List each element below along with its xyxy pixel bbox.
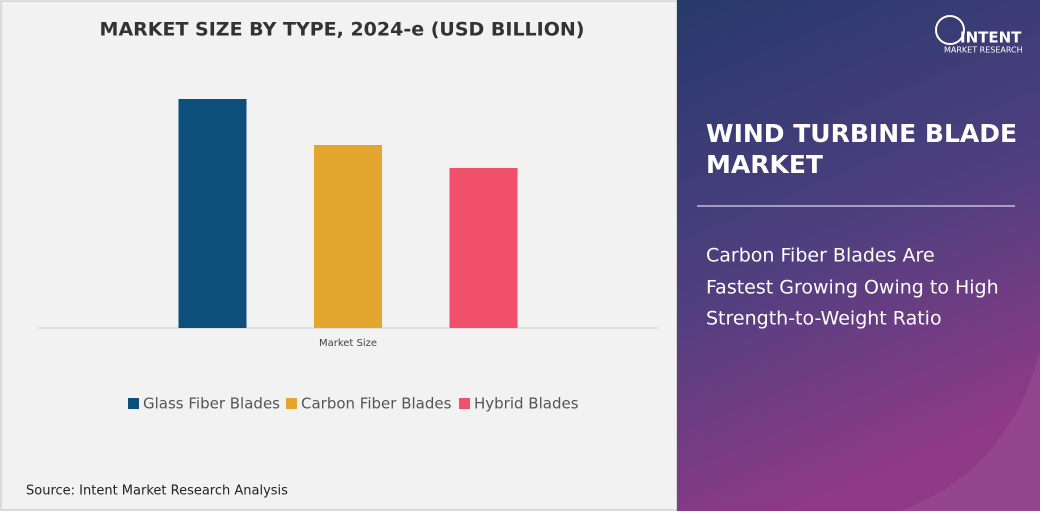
logo: INTENT [960, 29, 1022, 47]
x-tick-label: Market Size [319, 338, 377, 349]
info-panel [677, 0, 1040, 511]
chart-title: MARKET SIZE BY TYPE, 2024-e (USD BILLION… [100, 19, 585, 41]
source: Source: Intent Market Research Analysis [26, 484, 288, 499]
logo-icon [935, 15, 965, 45]
legend-label: Hybrid Blades [474, 395, 579, 413]
panel-decoration [900, 0, 1040, 511]
legend-swatch [459, 398, 470, 409]
panel-subtitle: Strength-to-Weight Ratio [706, 308, 942, 330]
panel-subtitle: Carbon Fiber Blades Are [706, 245, 935, 267]
legend-swatch [286, 398, 297, 409]
legend-swatch [128, 398, 139, 409]
panel-subtitle: Fastest Growing Owing to High [706, 277, 999, 299]
panel-title: WIND TURBINE BLADE [706, 119, 1017, 148]
bar [178, 99, 247, 328]
panel-title: MARKET [706, 150, 823, 179]
bar [314, 145, 382, 328]
bar [449, 168, 518, 328]
logo-sub: MARKET RESEARCH [944, 46, 1023, 55]
legend-label: Carbon Fiber Blades [301, 395, 452, 413]
legend-label: Glass Fiber Blades [143, 395, 280, 413]
